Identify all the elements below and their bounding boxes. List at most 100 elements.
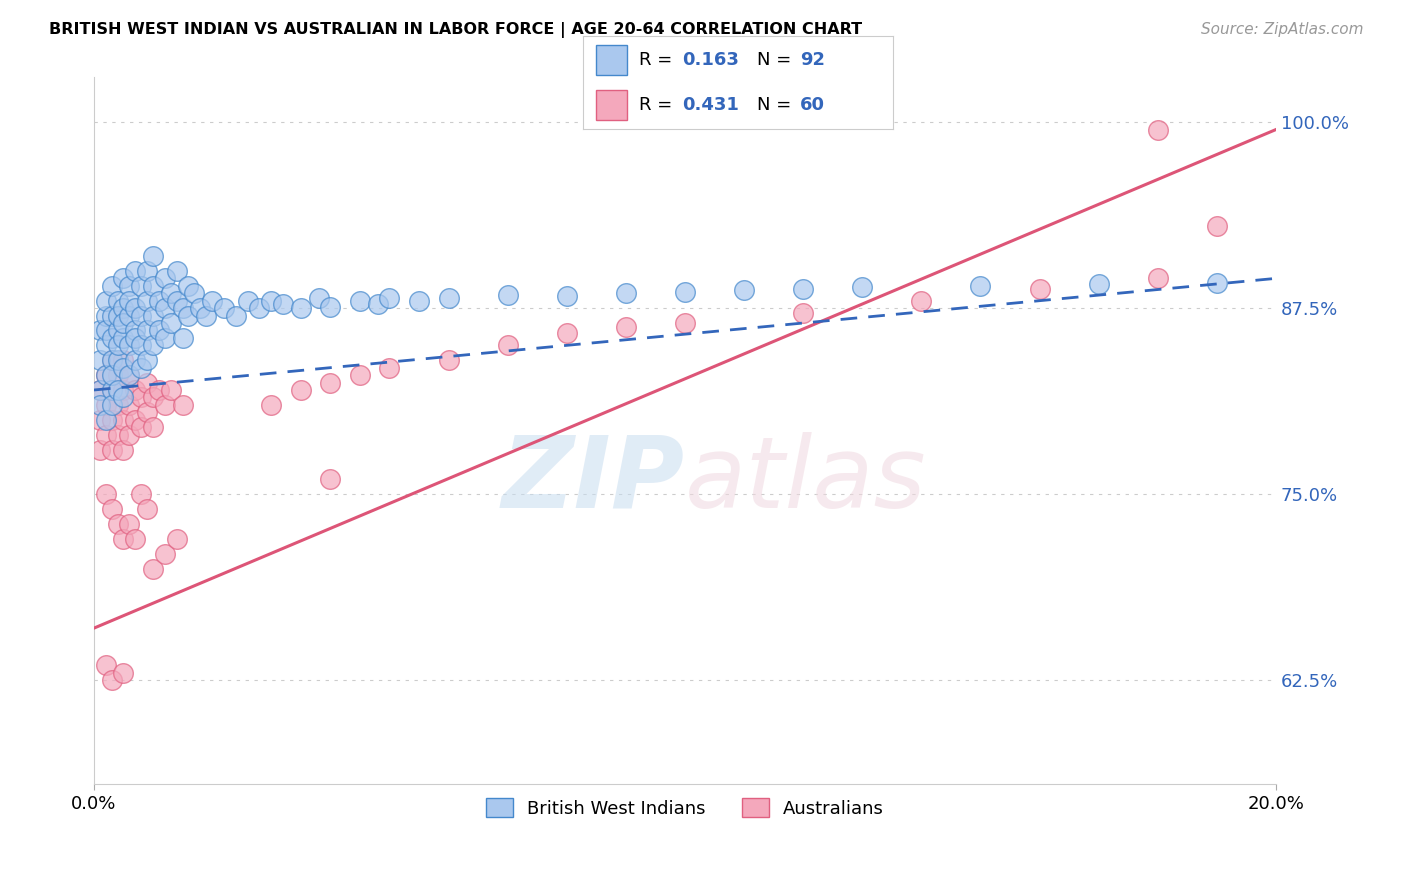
Point — [118, 293, 141, 308]
Point — [89, 383, 111, 397]
Point — [118, 398, 141, 412]
Point — [107, 338, 129, 352]
Point — [367, 296, 389, 310]
Point — [107, 353, 129, 368]
Point — [112, 532, 135, 546]
Point — [159, 316, 181, 330]
Point — [118, 309, 141, 323]
Point — [166, 532, 188, 546]
Point — [496, 338, 519, 352]
Point — [183, 286, 205, 301]
Point — [290, 301, 312, 315]
Point — [159, 383, 181, 397]
Text: 92: 92 — [800, 51, 825, 69]
Point — [614, 320, 637, 334]
Point — [166, 264, 188, 278]
Text: atlas: atlas — [685, 432, 927, 529]
Point — [100, 442, 122, 457]
Point — [136, 293, 159, 308]
Point — [271, 296, 294, 310]
Point — [437, 291, 460, 305]
Point — [349, 293, 371, 308]
Point — [94, 323, 117, 337]
Point — [153, 331, 176, 345]
Point — [378, 360, 401, 375]
Point — [1146, 122, 1168, 136]
Point — [129, 420, 152, 434]
Point — [124, 353, 146, 368]
Point — [319, 300, 342, 314]
Point — [1205, 219, 1227, 234]
Point — [792, 282, 814, 296]
Text: BRITISH WEST INDIAN VS AUSTRALIAN IN LABOR FORCE | AGE 20-64 CORRELATION CHART: BRITISH WEST INDIAN VS AUSTRALIAN IN LAB… — [49, 22, 862, 38]
Point — [136, 376, 159, 390]
Point — [319, 376, 342, 390]
Point — [124, 413, 146, 427]
Point — [100, 398, 122, 412]
Point — [437, 353, 460, 368]
Point — [142, 561, 165, 575]
Point — [249, 301, 271, 315]
Point — [142, 309, 165, 323]
Point — [118, 368, 141, 383]
Point — [733, 283, 755, 297]
Point — [153, 271, 176, 285]
Point — [166, 293, 188, 308]
Text: N =: N = — [756, 96, 792, 114]
Point — [153, 398, 176, 412]
Point — [112, 391, 135, 405]
Point — [112, 331, 135, 345]
Point — [107, 293, 129, 308]
Point — [142, 338, 165, 352]
Point — [107, 323, 129, 337]
Point — [94, 427, 117, 442]
Point — [118, 278, 141, 293]
Point — [1028, 282, 1050, 296]
Point — [124, 264, 146, 278]
Point — [112, 316, 135, 330]
Point — [100, 383, 122, 397]
Point — [89, 413, 111, 427]
Point — [89, 383, 111, 397]
Point — [112, 360, 135, 375]
Point — [100, 353, 122, 368]
Point — [225, 309, 247, 323]
Point — [136, 353, 159, 368]
Point — [1146, 271, 1168, 285]
Point — [107, 368, 129, 383]
Point — [107, 398, 129, 412]
Point — [129, 360, 152, 375]
Point — [136, 323, 159, 337]
Point — [148, 323, 170, 337]
Point — [100, 383, 122, 397]
Point — [290, 383, 312, 397]
Point — [614, 286, 637, 301]
Point — [94, 487, 117, 501]
Point — [673, 285, 696, 299]
Point — [107, 427, 129, 442]
Point — [172, 398, 194, 412]
Text: R =: R = — [640, 96, 672, 114]
Point — [555, 289, 578, 303]
Point — [129, 338, 152, 352]
Point — [89, 398, 111, 412]
Point — [260, 293, 283, 308]
Point — [153, 301, 176, 315]
Point — [94, 413, 117, 427]
Point — [94, 293, 117, 308]
Point — [94, 368, 117, 383]
Point — [136, 405, 159, 419]
Point — [159, 286, 181, 301]
Point — [142, 420, 165, 434]
Point — [142, 249, 165, 263]
Point — [212, 301, 235, 315]
Point — [94, 338, 117, 352]
Point — [1205, 276, 1227, 290]
Point — [673, 316, 696, 330]
Point — [118, 368, 141, 383]
Point — [177, 278, 200, 293]
Point — [148, 383, 170, 397]
Point — [100, 353, 122, 368]
Point — [792, 305, 814, 319]
Text: 60: 60 — [800, 96, 825, 114]
